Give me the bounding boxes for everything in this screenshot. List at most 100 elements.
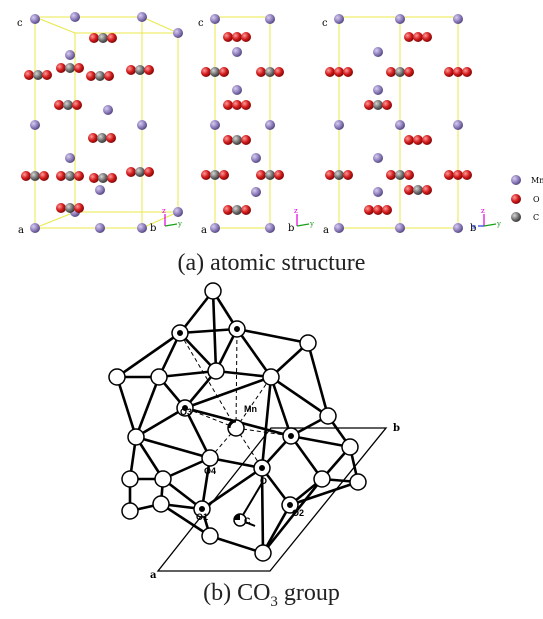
oxygen-atom [262,368,280,386]
atom-center-dot [288,433,294,439]
o-atom [223,135,233,145]
o-atom [382,100,392,110]
oxygen-atom [254,544,272,562]
o-atom [404,135,414,145]
o-atom [343,67,353,77]
o-atom [74,203,84,213]
o-atom [56,203,66,213]
o-atom [453,67,463,77]
polyhedron-edge [290,434,351,449]
c-atom [95,71,105,81]
mn-atom [70,12,80,22]
caption-a: (a) atomic structure [177,250,366,276]
axis-label-b-1: b [150,223,156,234]
c-atom [334,170,344,180]
c-atom [65,63,75,73]
oxygen-atom [154,470,172,488]
mn-atom [453,223,463,233]
o-atom [126,167,136,177]
c-atom [33,70,43,80]
mn-atom [373,187,383,197]
label-o3: O3 [180,407,192,417]
legend-c-label: C [533,213,539,222]
cell-edge [141,16,179,34]
mn-atom [373,85,383,95]
polyhedron-edge [178,290,215,334]
o-atom [86,71,96,81]
atom-center-dot [177,330,183,336]
o-atom [404,32,414,42]
panel-a-atomic-structure: c c c a a a b b b z y z y z y x [17,12,543,236]
c-atom [232,205,242,215]
mn-atom [373,153,383,163]
mn-atom [395,120,405,130]
triad-x-3: x [472,223,476,231]
o-atom [219,170,229,180]
c-atom [232,135,242,145]
o-atom [373,205,383,215]
legend-o-swatch [511,194,521,204]
oxygen-atom [152,495,170,513]
o-atom [386,170,396,180]
o-atom [404,170,414,180]
legend-o-label: O [533,195,540,204]
polyhedron-edge [184,375,272,410]
cell-edge [141,211,179,229]
oxygen-atom [108,368,126,386]
o-atom [107,33,117,43]
o-atom [74,171,84,181]
mn-atom [65,153,75,163]
legend-c-swatch [511,212,521,222]
oxygen-atom [349,473,367,491]
atom-center-dot [234,326,240,332]
polyhedron-edge [260,376,273,469]
o-atom [422,32,432,42]
coordination-dash [235,328,238,429]
o-atom [223,32,233,42]
polyhedron-edge [116,331,181,379]
o-atom [144,65,154,75]
mn-atom [334,14,344,24]
legend: Mn O C [511,175,543,222]
c-atom [98,33,108,43]
unit-cells [34,16,459,229]
o-atom [126,65,136,75]
axis-triad-2: z y [294,207,314,228]
oxygen-atom [121,470,139,488]
c-atom [210,170,220,180]
o-atom [74,63,84,73]
panel-b-co3-group: a b Mn O3 O4 O O1 O2 C [108,282,400,581]
o-atom [54,100,64,110]
axis-label-c-3: c [322,18,328,29]
o-atom [274,67,284,77]
o-atom [107,173,117,183]
mn-atom [453,120,463,130]
o-atom [274,170,284,180]
polyhedron-edge [158,369,217,379]
o-atom [21,171,31,181]
oxygen-atom [201,527,219,545]
c-atom [210,67,220,77]
polyhedron-edge [270,375,329,418]
polyhedron-edge [135,406,186,439]
o-atom [364,205,374,215]
mn-atom [65,50,75,60]
o-atom [232,32,242,42]
atom-center-dot [259,465,265,471]
c-atom [65,171,75,181]
o-atom [325,67,335,77]
polyhedron-edge [306,342,330,417]
axis-label-a-1: a [18,225,24,236]
mn-atom [30,14,40,24]
c-atom [135,167,145,177]
c-atom [265,67,275,77]
o-atom [413,135,423,145]
polyhedron-edge [209,534,264,555]
oxygen-atom [341,438,359,456]
oxygen-atom [204,282,222,300]
o-atom [256,170,266,180]
polyhedron-edge [269,376,293,437]
c-atom [63,100,73,110]
mn-atom [173,207,183,217]
polyhedron-edge [183,407,212,459]
